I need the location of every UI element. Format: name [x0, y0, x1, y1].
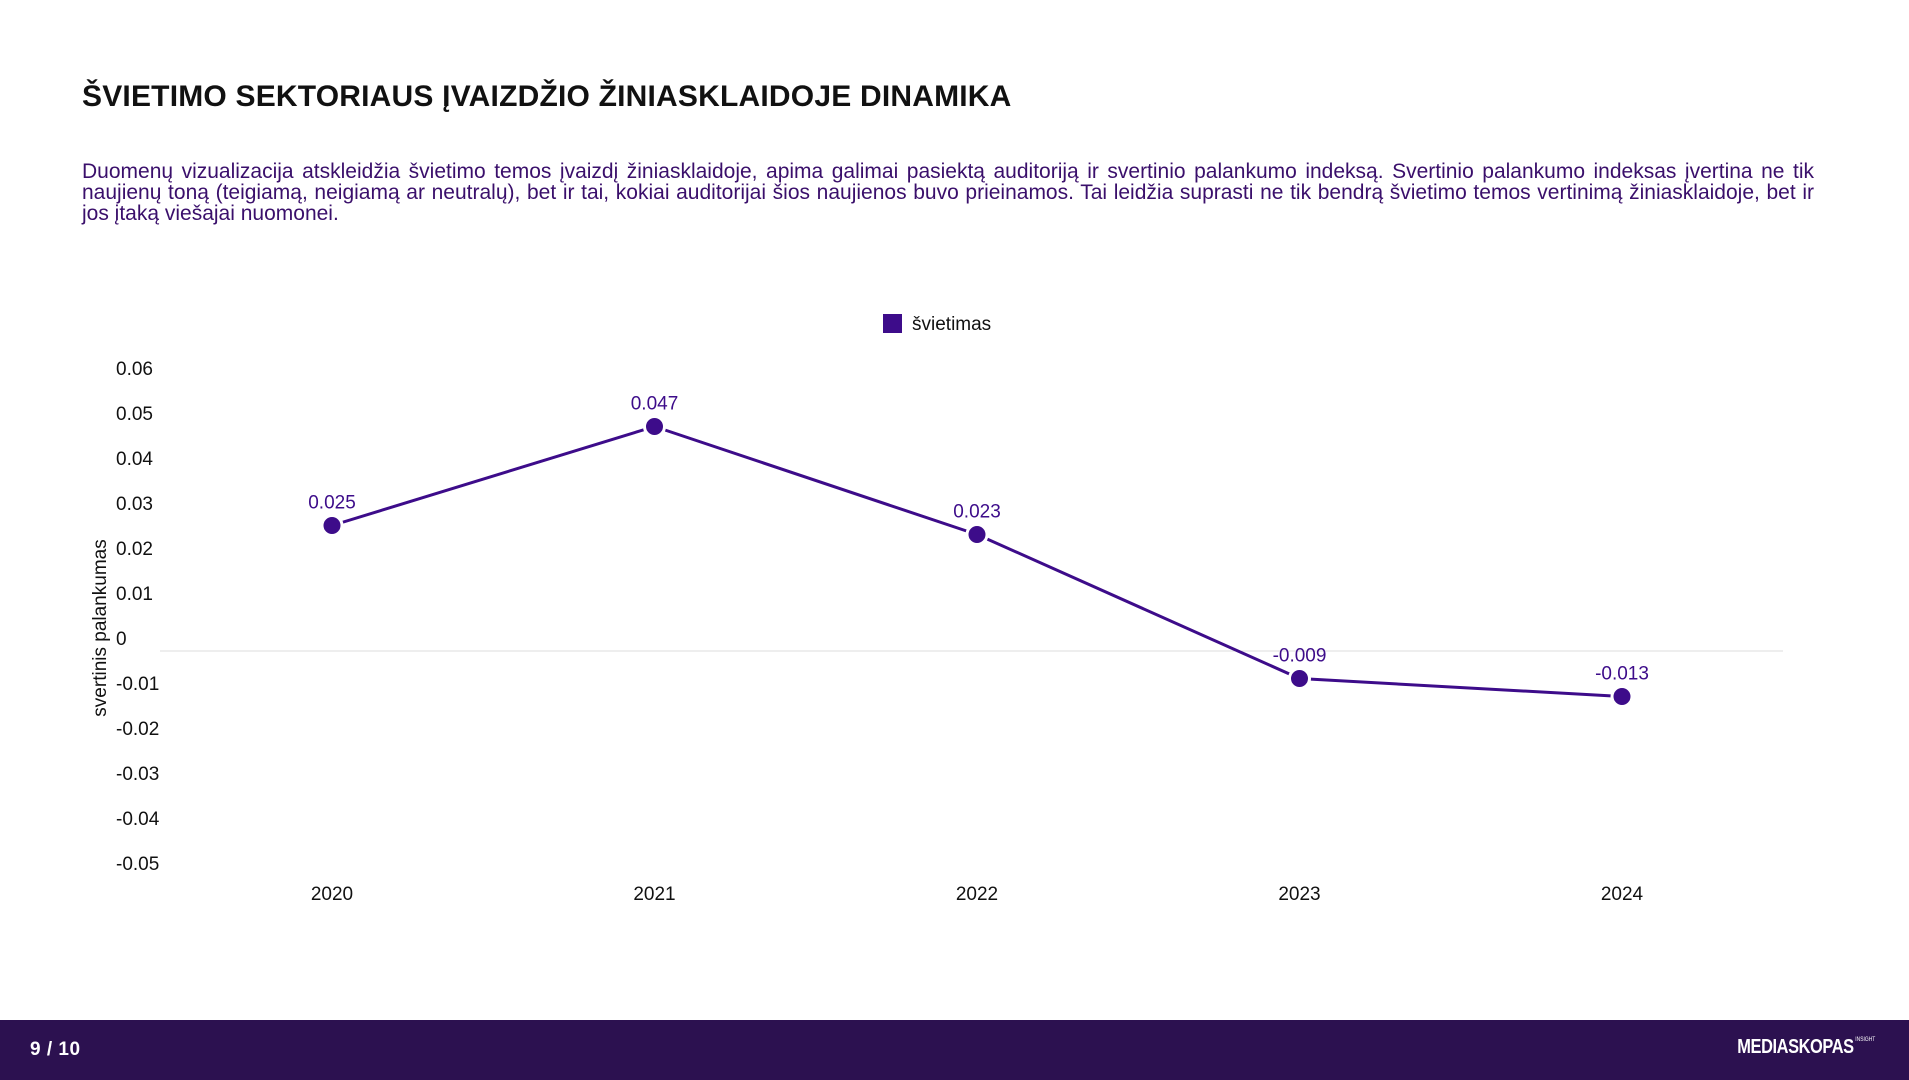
x-tick-label: 2020	[311, 884, 353, 905]
brand-subtitle: INSIGHT	[1855, 1037, 1875, 1043]
data-point	[965, 523, 989, 546]
page-title: ŠVIETIMO SEKTORIAUS ĮVAIZDŽIO ŽINIASKLAI…	[82, 80, 1012, 113]
footer-bar	[0, 1020, 1909, 1080]
y-axis-label: svertinis palankumas	[90, 539, 111, 716]
y-tick-label: 0.04	[116, 449, 153, 470]
x-axis-ticks: 2020 2021 2022 2023 2024	[311, 884, 1644, 905]
x-tick-label: 2024	[1601, 884, 1644, 905]
page-number: 9 / 10	[30, 1039, 81, 1060]
data-label: 0.025	[308, 493, 356, 514]
data-point	[1610, 685, 1634, 708]
y-tick-label: -0.04	[116, 809, 160, 830]
data-label: 0.047	[631, 394, 679, 415]
y-tick-label: 0.05	[116, 404, 153, 425]
data-point	[643, 415, 666, 438]
y-tick-label: -0.01	[116, 674, 159, 695]
x-tick-label: 2022	[956, 884, 998, 905]
y-tick-label: 0.01	[116, 584, 153, 605]
y-tick-label: 0.02	[116, 539, 153, 560]
y-tick-label: -0.03	[116, 764, 159, 785]
data-label: 0.023	[953, 502, 1001, 523]
legend: švietimas	[883, 314, 991, 335]
y-tick-label: -0.05	[116, 854, 159, 875]
data-point	[320, 514, 344, 537]
page-description: Duomenų vizualizacija atskleidžia švieti…	[82, 160, 1814, 225]
series-line-svietimas	[331, 425, 1623, 698]
data-labels: 0.025 0.047 0.023 -0.009 -0.013	[308, 394, 1649, 685]
brand-logo: MEDIASKOPAS INSIGHT	[1737, 1036, 1875, 1059]
x-tick-label: 2021	[633, 884, 675, 905]
y-tick-label: 0	[116, 629, 127, 650]
data-label: -0.009	[1273, 646, 1327, 667]
chart: švietimas svertinis palankumas 0.060.050…	[90, 314, 1783, 905]
data-label: -0.013	[1595, 664, 1649, 685]
data-points	[320, 415, 1634, 708]
brand-name: MEDIASKOPAS	[1737, 1036, 1854, 1058]
y-axis-ticks: 0.06 0.05 0.04 0.03 0.02 0.01 0 -0.01 -0.02 -0.03…	[116, 359, 160, 875]
legend-label: švietimas	[912, 314, 991, 335]
y-tick-label: -0.02	[116, 719, 159, 740]
legend-swatch	[883, 314, 902, 333]
y-tick-label: 0.03	[116, 494, 153, 515]
data-point	[1288, 667, 1311, 690]
y-tick-label: 0.06	[116, 359, 153, 380]
x-tick-label: 2023	[1278, 884, 1320, 905]
